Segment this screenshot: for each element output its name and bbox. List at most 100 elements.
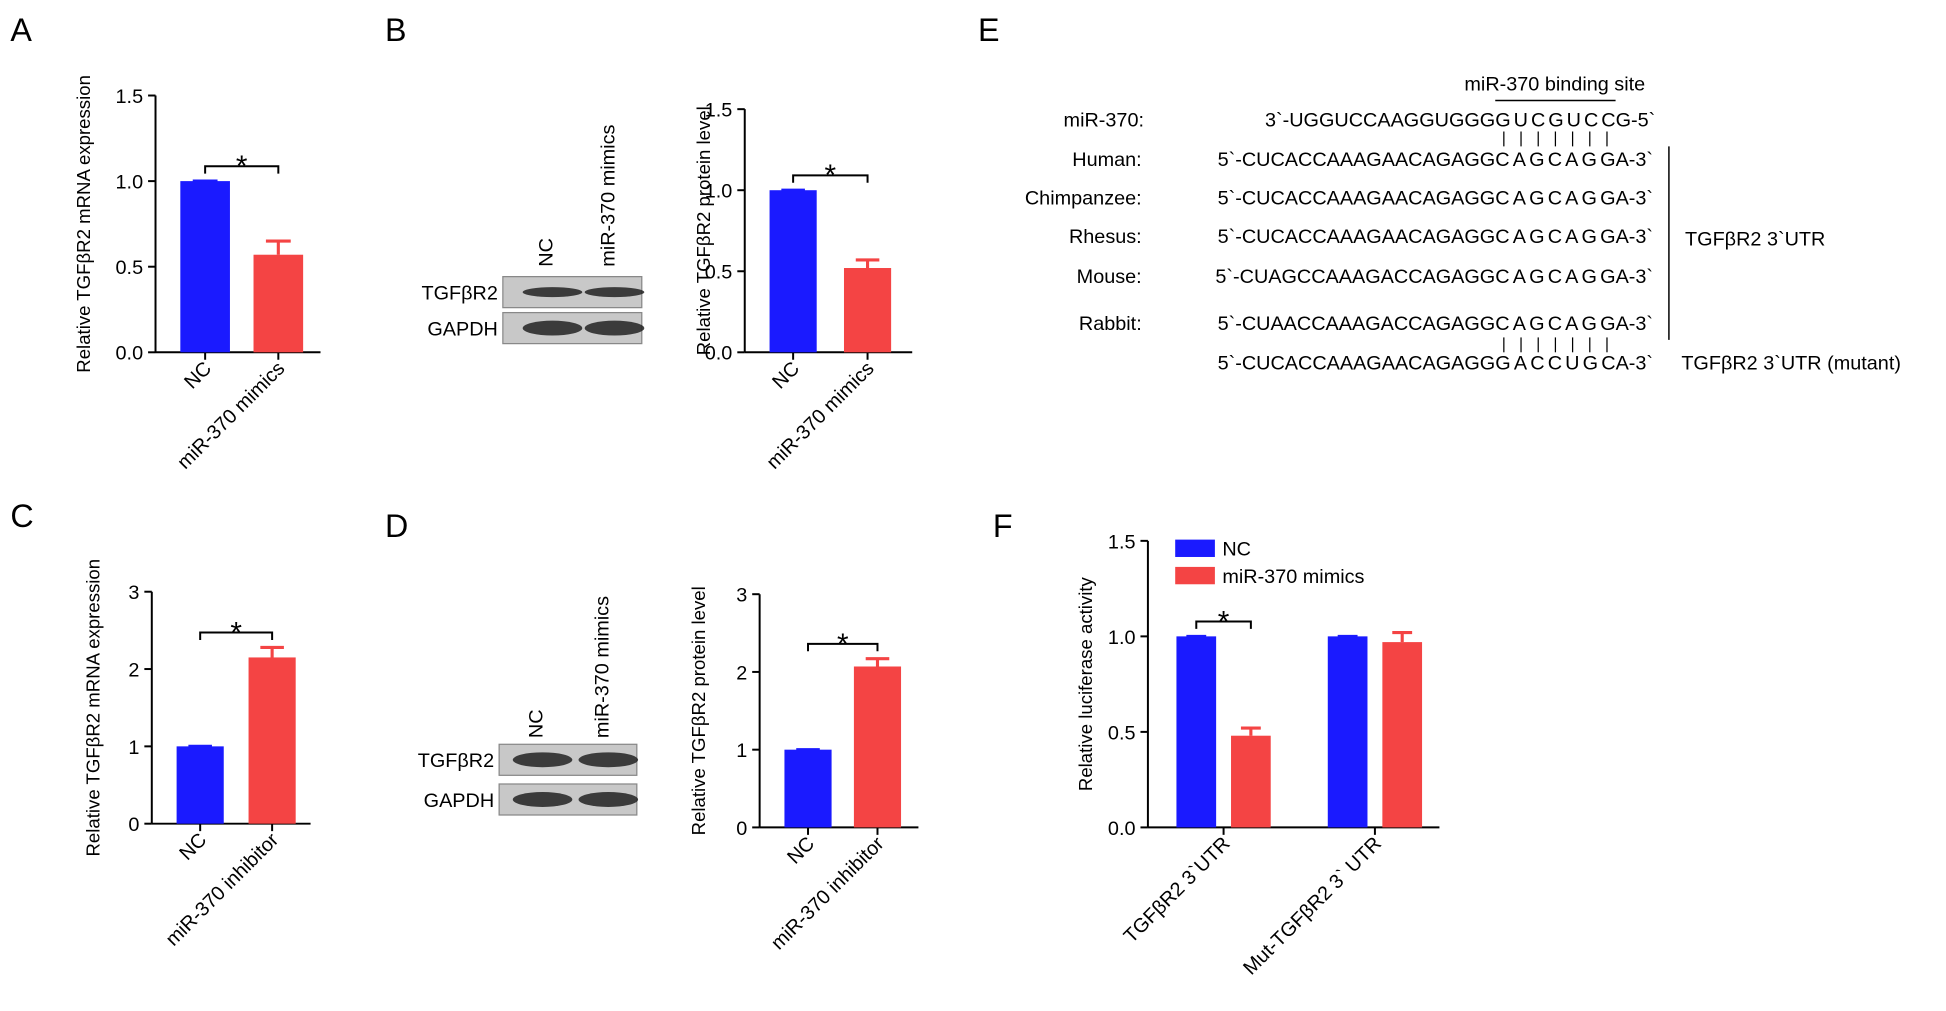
blot-lane-label: NC bbox=[526, 709, 548, 738]
y-tick-label: 2 bbox=[128, 659, 139, 681]
y-tick-label: 0.0 bbox=[116, 343, 144, 365]
sequence-prefix: 5`-CUCACCAAAGAACAGAGG bbox=[1218, 353, 1496, 375]
legend-swatch bbox=[1175, 566, 1215, 585]
legend-label: NC bbox=[1222, 539, 1251, 561]
y-tick-label: 0 bbox=[128, 814, 139, 836]
bar bbox=[176, 746, 224, 824]
error-bar bbox=[855, 258, 880, 269]
y-tick-label: 1 bbox=[128, 737, 139, 759]
sequence-suffix: A-3` bbox=[1616, 226, 1653, 248]
y-tick-label: 1.5 bbox=[116, 86, 144, 108]
bar bbox=[248, 657, 296, 824]
y-tick-label: 0 bbox=[736, 818, 747, 840]
sequence-site: CAGCAGG bbox=[1495, 266, 1615, 288]
panel-label: B bbox=[385, 12, 407, 48]
panel-label: E bbox=[978, 12, 1000, 48]
x-tick-label: NC bbox=[768, 358, 804, 394]
sequence-site: CAGCAGG bbox=[1495, 226, 1615, 248]
blot-band bbox=[522, 287, 583, 298]
error-bar bbox=[260, 645, 284, 658]
significance-bracket bbox=[1195, 620, 1252, 629]
species-name: Human: bbox=[1072, 149, 1141, 171]
blot-band bbox=[578, 792, 639, 807]
blot-band bbox=[512, 752, 573, 768]
panel-label: F bbox=[993, 508, 1013, 544]
y-tick-label: 1.5 bbox=[1108, 531, 1136, 553]
y-tick-label: 1.0 bbox=[116, 172, 144, 194]
binding-site-label: miR-370 binding site bbox=[1464, 74, 1645, 96]
sequence-suffix: A-3` bbox=[1616, 353, 1653, 375]
bar bbox=[1176, 636, 1217, 828]
bar bbox=[1382, 642, 1423, 828]
significance-bracket bbox=[792, 174, 869, 183]
significance-bracket bbox=[807, 642, 879, 652]
sequence-prefix: 5`-CUAGCCAAAGACCAGAGG bbox=[1215, 266, 1495, 288]
sequence-suffix: G-5` bbox=[1616, 110, 1656, 132]
y-tick-label: 0.5 bbox=[116, 257, 144, 279]
group-label: TGFβR2 3`UTR bbox=[1685, 229, 1825, 251]
error-bar bbox=[1240, 726, 1261, 736]
y-axis-label: Relative TGFβR2 protein level bbox=[693, 106, 714, 355]
sequence-suffix: A-3` bbox=[1616, 188, 1653, 210]
sequence-site: CAGCAGG bbox=[1495, 313, 1615, 335]
bar bbox=[180, 181, 230, 353]
y-tick-label: 2 bbox=[736, 662, 747, 684]
sequence-site: GACCUGC bbox=[1495, 353, 1615, 375]
x-tick-label: Mut-TGFβR2 3` UTR bbox=[1239, 833, 1386, 980]
sequence-site: GUCGUCC bbox=[1495, 110, 1615, 132]
significance-label: * bbox=[230, 616, 242, 649]
bar bbox=[853, 666, 902, 828]
blot-lane-label: miR-370 mimics bbox=[591, 596, 613, 738]
error-bar bbox=[865, 657, 890, 667]
y-tick-label: 0.0 bbox=[1108, 818, 1136, 840]
y-tick-label: 0.5 bbox=[1108, 722, 1136, 744]
y-tick-label: 1.0 bbox=[705, 181, 733, 203]
legend-swatch bbox=[1175, 539, 1215, 557]
sequence-suffix: A-3` bbox=[1616, 266, 1653, 288]
sequence-prefix: 5`-CUCACCAAAGAACAGAGG bbox=[1218, 149, 1496, 171]
x-tick-label: NC bbox=[180, 358, 216, 394]
y-tick-label: 3 bbox=[736, 585, 747, 607]
blot-row-label: TGFβR2 bbox=[418, 750, 494, 772]
significance-label: * bbox=[825, 159, 837, 192]
species-name: Rabbit: bbox=[1079, 313, 1142, 335]
blot-row-label: TGFβR2 bbox=[421, 283, 497, 305]
significance-bracket bbox=[204, 165, 280, 174]
legend-label: miR-370 mimics bbox=[1222, 566, 1364, 588]
blot-band bbox=[584, 287, 645, 298]
blot-band bbox=[584, 320, 645, 336]
panel-label: C bbox=[10, 498, 33, 534]
blot-row-label: GAPDH bbox=[424, 790, 495, 812]
blot-band bbox=[522, 320, 583, 336]
blot-band bbox=[578, 752, 639, 768]
bar bbox=[1231, 735, 1271, 828]
blot-lane-label: NC bbox=[535, 238, 557, 267]
panel-label: A bbox=[10, 12, 32, 48]
y-axis-label: Relative TGFβR2 mRNA expression bbox=[83, 559, 104, 857]
y-tick-label: 1 bbox=[736, 740, 747, 762]
sequence-prefix: 5`-CUCACCAAAGAACAGAGG bbox=[1218, 226, 1496, 248]
bar bbox=[253, 254, 304, 353]
bar bbox=[784, 749, 832, 828]
sequence-prefix: 5`-CUAACCAAAGACCAGAGG bbox=[1218, 313, 1496, 335]
y-tick-label: 0.5 bbox=[705, 262, 733, 284]
y-axis-label: Relative TGFβR2 mRNA expression bbox=[73, 75, 94, 373]
x-tick-label: NC bbox=[783, 833, 819, 869]
significance-label: * bbox=[236, 150, 248, 183]
blot-band bbox=[512, 792, 573, 807]
bar bbox=[843, 268, 892, 353]
y-axis-label: Relative luciferase activity bbox=[1075, 576, 1096, 791]
panel-label: D bbox=[385, 508, 408, 544]
mutant-label: TGFβR2 3`UTR (mutant) bbox=[1681, 353, 1901, 375]
species-name: Rhesus: bbox=[1069, 226, 1142, 248]
y-tick-label: 3 bbox=[128, 582, 139, 604]
error-bar bbox=[265, 239, 291, 255]
x-tick-label: TGFβR2 3`UTR bbox=[1120, 833, 1235, 948]
blot-row-label: GAPDH bbox=[427, 319, 498, 341]
error-bar bbox=[1392, 631, 1413, 643]
species-name: Mouse: bbox=[1077, 266, 1142, 288]
y-tick-label: 1.5 bbox=[705, 100, 733, 122]
y-tick-label: 1.0 bbox=[1108, 627, 1136, 649]
